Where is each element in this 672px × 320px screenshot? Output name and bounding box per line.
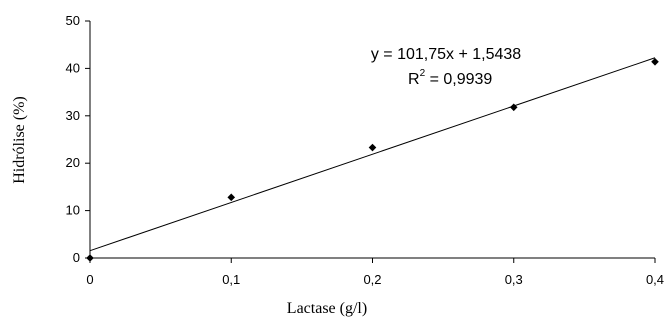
trendline: [89, 57, 656, 252]
y-tick-label: 30: [66, 108, 80, 123]
r-squared-prefix: R: [408, 71, 420, 88]
data-point: [368, 143, 377, 152]
x-axis-ticks: 0 0,1 0,2 0,3 0,4: [86, 258, 664, 287]
data-point: [509, 103, 518, 112]
y-tick-label: 50: [66, 13, 80, 28]
y-tick-label: 40: [66, 60, 80, 75]
x-tick-label: 0: [86, 272, 93, 287]
data-point: [86, 254, 94, 262]
x-tick-label: 0,3: [505, 272, 523, 287]
y-axis-ticks: 0 10 20 30 40 50: [66, 13, 90, 265]
r-squared-exponent: 2: [420, 68, 426, 79]
r-squared-label: R2 = 0,9939: [408, 68, 492, 88]
y-axis-title: Hidrólise (%): [11, 96, 28, 184]
x-tick-label: 0,1: [222, 272, 240, 287]
x-tick-label: 0,2: [363, 272, 381, 287]
y-tick-label: 0: [73, 250, 80, 265]
data-point: [227, 193, 236, 202]
y-tick-label: 20: [66, 155, 80, 170]
trendline-equation: y = 101,75x + 1,5438: [371, 46, 521, 63]
data-point: [651, 57, 659, 66]
x-axis-title: Lactase (g/l): [287, 300, 367, 317]
r-squared-value: = 0,9939: [425, 71, 492, 88]
x-tick-label: 0,4: [646, 272, 664, 287]
data-points: [86, 57, 659, 262]
y-tick-label: 10: [66, 203, 80, 218]
